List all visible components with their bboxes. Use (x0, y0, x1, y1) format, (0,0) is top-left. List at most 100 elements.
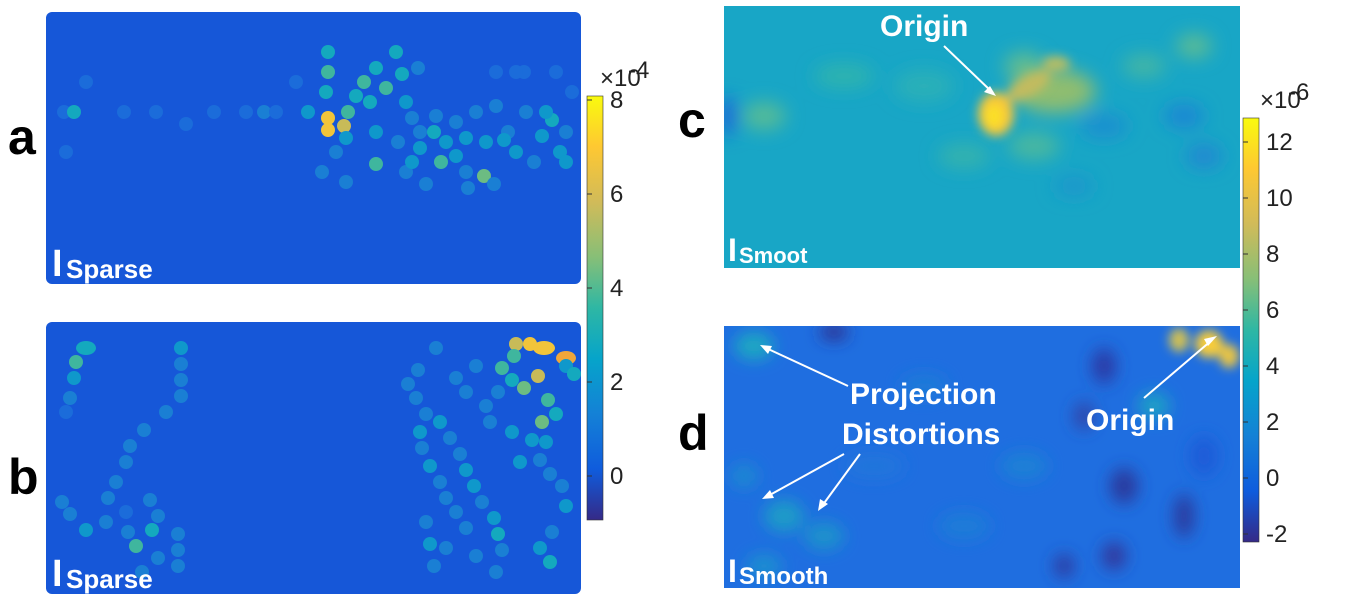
sparse-dot (321, 45, 335, 59)
sparse-dot (109, 475, 123, 489)
sparse-dot (505, 425, 519, 439)
sparse-dot (429, 341, 443, 355)
sparse-dot (151, 551, 165, 565)
colorbar-left-tick-label: 0 (610, 463, 623, 490)
arrow-origin-c (943, 45, 993, 93)
arrowhead-origin-c (984, 86, 996, 96)
sparse-dot (559, 155, 573, 169)
sparse-dot (337, 119, 351, 133)
sparse-dot (427, 559, 441, 573)
sparse-dot (405, 155, 419, 169)
sparse-dot (379, 81, 393, 95)
sparse-dot (549, 65, 563, 79)
sparse-dot (491, 385, 505, 399)
sparse-dot (99, 515, 113, 529)
sparse-dot (513, 455, 527, 469)
sparse-dot (123, 439, 137, 453)
colorbar-right-tick-label: -2 (1266, 521, 1287, 548)
colorbar-left-multiplier: ×10 (600, 65, 641, 92)
annotation-origin-d: Origin (1086, 404, 1174, 437)
sparse-dot (525, 433, 539, 447)
sparse-dot (121, 525, 135, 539)
sparse-dot (174, 341, 188, 355)
sparse-dot (319, 85, 333, 99)
sparse-dot (467, 479, 481, 493)
sparse-dot (489, 65, 503, 79)
sparse-dot (423, 459, 437, 473)
sparse-dot (509, 65, 523, 79)
sparse-dot (439, 135, 453, 149)
arrowhead-projection-left (762, 490, 774, 499)
sparse-dot (63, 391, 77, 405)
sparse-dot (469, 105, 483, 119)
sparse-dot (143, 493, 157, 507)
sparse-dot (59, 405, 73, 419)
panel-d-label-sub: Smooth (739, 563, 828, 588)
panel-a-sparse-map: I Sparse (46, 12, 581, 284)
sparse-dot (101, 491, 115, 505)
sparse-dot (135, 565, 149, 579)
sparse-dot (69, 355, 83, 369)
sparse-dot (349, 89, 363, 103)
panel-letter-a: a (8, 109, 36, 165)
colorbar-right-gradient (1242, 117, 1260, 543)
sparse-dot (395, 67, 409, 81)
sparse-dot (369, 125, 383, 139)
colorbar-right-tick-label: 4 (1266, 353, 1279, 380)
colorbar-left-tick-label: 4 (610, 275, 623, 302)
sparse-dot (533, 541, 547, 555)
sparse-dot (507, 349, 521, 363)
colorbar-left-exponent: -4 (628, 60, 649, 84)
panel-c-label-sub: Smoot (739, 243, 808, 268)
panel-letter-c: c (678, 92, 706, 148)
sparse-dot (535, 129, 549, 143)
sparse-dot (401, 377, 415, 391)
panel-c-label-main: I (728, 232, 737, 268)
sparse-dot (519, 105, 533, 119)
sparse-dot (487, 511, 501, 525)
sparse-dot (495, 361, 509, 375)
colorbar-right-tick-label: 0 (1266, 465, 1279, 492)
sparse-dot (179, 117, 193, 131)
sparse-dot (543, 467, 557, 481)
sparse-dot (539, 435, 553, 449)
panel-c-smooth-map: I Smoot Origin (724, 6, 1240, 268)
sparse-dot (289, 75, 303, 89)
sparse-dot (79, 523, 93, 537)
panel-b-label-sub: Sparse (66, 564, 153, 594)
sparse-dot (429, 109, 443, 123)
sparse-dot (399, 95, 413, 109)
sparse-dot (171, 543, 185, 557)
sparse-dot (269, 105, 283, 119)
panel-letter-b: b (8, 449, 39, 505)
sparse-dot (321, 65, 335, 79)
colorbar-right-exponent: -6 (1288, 82, 1309, 106)
sparse-dot (137, 423, 151, 437)
colorbar-right-multiplier: ×10 (1260, 87, 1301, 114)
sparse-dot (535, 415, 549, 429)
sparse-dot (207, 105, 221, 119)
sparse-dot (391, 135, 405, 149)
sparse-dot (449, 149, 463, 163)
sparse-dot (559, 499, 573, 513)
sparse-dot (79, 75, 93, 89)
sparse-dot (159, 405, 173, 419)
sparse-dot (174, 389, 188, 403)
annotation-projection-line2: Distortions (842, 418, 1000, 451)
colorbar-right-tick-label: 2 (1266, 409, 1279, 436)
sparse-dot (469, 549, 483, 563)
sparse-dot (321, 123, 335, 137)
sparse-dot (549, 407, 563, 421)
sparse-dot (483, 415, 497, 429)
sparse-dot (145, 523, 159, 537)
sparse-dot (533, 341, 555, 355)
sparse-dot (489, 565, 503, 579)
sparse-dot (409, 391, 423, 405)
sparse-dot (497, 133, 511, 147)
sparse-dot (459, 385, 473, 399)
sparse-dot (541, 393, 555, 407)
sparse-dot (357, 75, 371, 89)
arrowhead-projection-top (760, 345, 772, 354)
sparse-dot (321, 111, 335, 125)
sparse-dot (461, 181, 475, 195)
